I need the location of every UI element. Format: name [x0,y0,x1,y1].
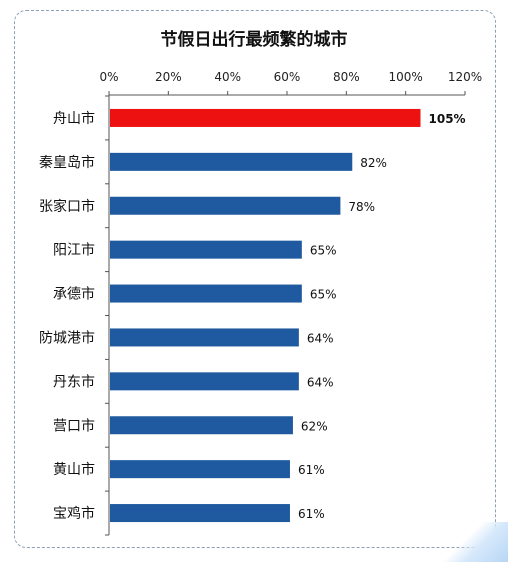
bar [110,460,290,479]
x-tick-label: 80% [333,70,360,84]
bar [110,152,353,171]
value-labels: 105% 82% 78% 65% 65% 64% 64% 62% 61% 61% [298,112,466,521]
value-label: 61% [298,463,325,477]
x-tick-label: 0% [99,70,118,84]
chart-title: 节假日出行最频繁的城市 [160,30,348,50]
category-label: 宝鸡市 [53,505,95,522]
bar [110,196,341,215]
x-tick-label: 40% [214,70,241,84]
x-tick-label: 20% [155,70,182,84]
category-label: 丹东市 [53,373,95,390]
bar [110,240,302,259]
bar [110,504,290,523]
category-label: 承德市 [53,286,95,303]
value-label: 64% [307,375,334,389]
category-label: 黄山市 [53,461,95,478]
axes [105,94,465,536]
bar [110,284,302,303]
category-label: 张家口市 [39,198,95,215]
category-label: 防城港市 [39,329,95,346]
value-label: 61% [298,507,325,521]
value-label: 65% [310,244,337,258]
bars [110,108,421,523]
value-label: 64% [307,331,334,345]
value-label: 78% [348,200,375,214]
bar [110,416,293,435]
category-label: 秦皇岛市 [39,154,95,171]
category-label: 舟山市 [53,110,95,127]
category-label: 阳江市 [53,242,95,259]
x-axis-ticks: 0% 20% 40% 60% 80% 100% 120% [99,70,482,95]
category-label: 营口市 [53,417,95,434]
value-label: 62% [301,419,328,433]
chart-card [14,10,496,548]
bar [110,328,299,347]
value-label: 105% [429,112,466,126]
bar [110,108,421,127]
value-label: 65% [310,288,337,302]
x-tick-label: 100% [389,70,423,84]
x-tick-label: 60% [274,70,301,84]
bar [110,372,299,391]
value-label: 82% [360,156,387,170]
x-tick-label: 120% [448,70,482,84]
